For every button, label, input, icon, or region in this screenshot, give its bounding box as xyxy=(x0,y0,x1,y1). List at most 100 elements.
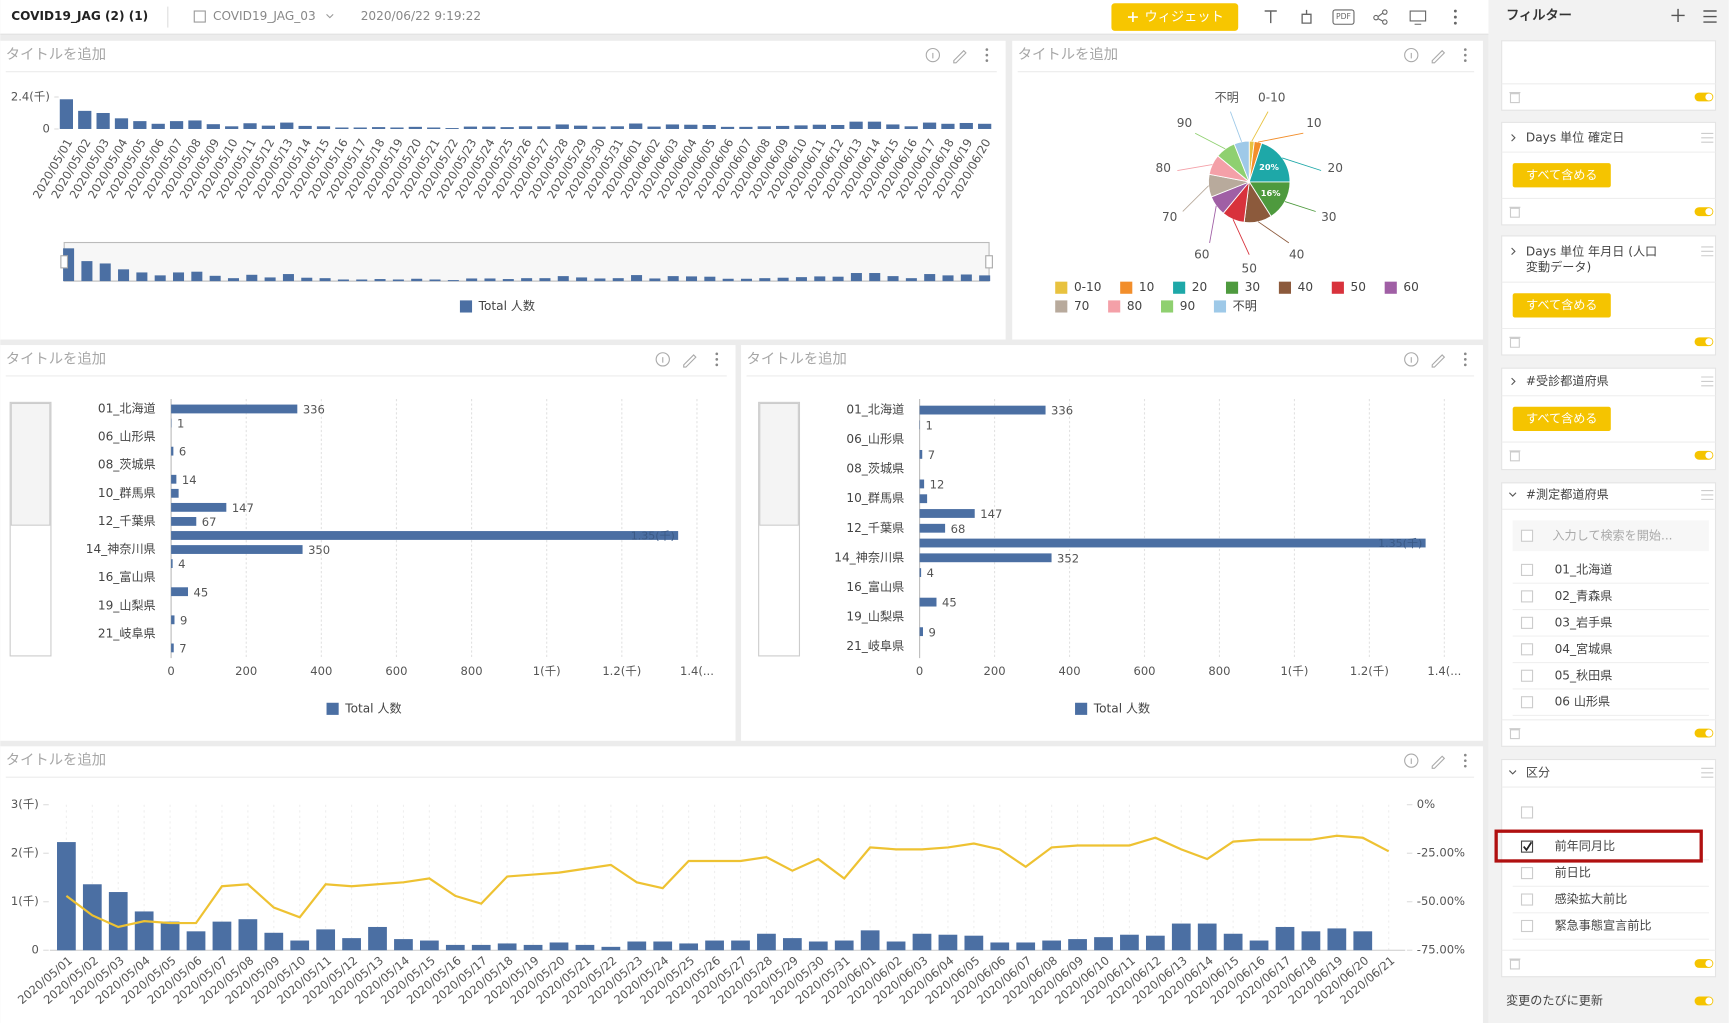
toggle-knob[interactable] xyxy=(1705,997,1713,1005)
pdf-icon[interactable] xyxy=(1332,9,1355,25)
delete-icon[interactable] xyxy=(1509,206,1521,218)
filter-item-label[interactable]: 感染拡大前比 xyxy=(1555,891,1628,906)
filter-item-label[interactable]: 02_青森県 xyxy=(1555,588,1613,603)
toggle-knob[interactable] xyxy=(1705,729,1713,737)
item-checkbox[interactable] xyxy=(1520,616,1534,629)
more-icon[interactable] xyxy=(1463,352,1467,356)
more-icon[interactable] xyxy=(1453,9,1457,25)
expand-chevron[interactable] xyxy=(1508,492,1517,497)
filter-item-label[interactable]: 前日比 xyxy=(1555,865,1591,880)
more-icon[interactable] xyxy=(985,59,989,62)
dataset-chevron[interactable] xyxy=(326,13,334,19)
expand-chevron[interactable] xyxy=(1511,134,1516,142)
info-icon[interactable] xyxy=(1404,753,1419,768)
search-placeholder[interactable]: 入力して検索を開始... xyxy=(1552,528,1672,542)
filter-item-label[interactable]: 緊急事態宣言前比 xyxy=(1555,917,1652,932)
more-icon[interactable] xyxy=(715,352,719,356)
more-icon[interactable] xyxy=(1463,753,1467,757)
navigator-handle[interactable] xyxy=(60,255,69,269)
pdf-label[interactable]: PDF xyxy=(1336,12,1351,21)
filter-item-label[interactable]: 01_北海道 xyxy=(1555,561,1613,576)
select-all-checkbox[interactable] xyxy=(1520,529,1534,542)
navigator-handle[interactable] xyxy=(985,255,993,269)
filter-item-label[interactable]: 06 山形県 xyxy=(1555,695,1611,709)
add-widget-button[interactable] xyxy=(1111,3,1239,31)
delete-icon[interactable] xyxy=(1509,958,1521,970)
more-icon[interactable] xyxy=(715,358,719,361)
more-icon[interactable] xyxy=(1463,363,1467,367)
widget-title[interactable]: タイトルを追加 xyxy=(6,350,106,367)
edit-icon[interactable] xyxy=(1431,49,1446,64)
edit-icon[interactable] xyxy=(953,49,967,64)
more-icon[interactable] xyxy=(715,363,719,367)
select-all-checkbox[interactable] xyxy=(1520,806,1534,819)
drag-handle[interactable] xyxy=(1701,490,1714,500)
item-checkbox[interactable] xyxy=(1520,696,1534,709)
scroll-window[interactable] xyxy=(10,402,51,526)
range-navigator[interactable] xyxy=(63,241,990,282)
item-checkbox[interactable] xyxy=(1520,867,1534,880)
scroll-window[interactable] xyxy=(759,402,799,526)
dataset-name[interactable]: COVID19_JAG_03 xyxy=(213,9,316,23)
item-checkbox[interactable] xyxy=(1520,563,1534,576)
more-icon[interactable] xyxy=(1463,53,1467,57)
filter-tool-icon[interactable] xyxy=(1301,9,1312,24)
more-icon[interactable] xyxy=(1463,48,1467,51)
filter-item-label[interactable]: 04_宮城県 xyxy=(1555,641,1613,656)
more-icon[interactable] xyxy=(1463,358,1467,361)
toggle-knob[interactable] xyxy=(1705,451,1713,459)
filter-section-title[interactable]: Days 単位 年月日 (人口変動データ) xyxy=(1526,243,1657,273)
edit-icon[interactable] xyxy=(683,354,697,368)
expand-chevron[interactable] xyxy=(1511,247,1516,256)
more-icon[interactable] xyxy=(1463,759,1467,762)
present-icon[interactable] xyxy=(1409,10,1427,25)
edit-icon[interactable] xyxy=(1431,755,1446,769)
info-icon[interactable] xyxy=(1404,352,1419,367)
widget-title[interactable]: タイトルを追加 xyxy=(747,350,847,367)
more-icon[interactable] xyxy=(1463,59,1467,62)
item-checkbox[interactable] xyxy=(1520,590,1534,603)
filter-section-title[interactable]: Days 単位 確定日 xyxy=(1526,129,1624,144)
add-widget-label[interactable]: ウィジェット xyxy=(1145,9,1224,25)
item-checkbox[interactable] xyxy=(1520,919,1534,933)
delete-icon[interactable] xyxy=(1509,92,1521,104)
filter-section-title[interactable]: #受診都道府県 xyxy=(1526,373,1609,388)
filter-item-label[interactable]: 05_秋田県 xyxy=(1555,668,1613,682)
toggle-knob[interactable] xyxy=(1705,959,1713,967)
search-box[interactable] xyxy=(1512,520,1709,552)
share-icon[interactable] xyxy=(1373,9,1388,25)
widget-title[interactable]: タイトルを追加 xyxy=(1018,46,1118,63)
include-all-button[interactable] xyxy=(1512,163,1611,188)
filter-item-label[interactable]: 前年同月比 xyxy=(1555,838,1616,853)
text-tool-icon[interactable] xyxy=(1264,10,1277,24)
drag-handle[interactable] xyxy=(1701,132,1714,143)
item-checkbox[interactable] xyxy=(1520,840,1534,853)
filter-item-label[interactable]: 03_岩手県 xyxy=(1555,614,1613,629)
info-icon[interactable] xyxy=(925,47,941,63)
include-all-label[interactable]: すべて含める xyxy=(1526,297,1597,312)
info-icon[interactable] xyxy=(655,352,670,367)
more-icon[interactable] xyxy=(985,53,989,57)
filter-menu-icon[interactable] xyxy=(1703,10,1717,23)
edit-icon[interactable] xyxy=(1431,354,1446,368)
include-all-label[interactable]: すべて含める xyxy=(1526,167,1597,182)
delete-icon[interactable] xyxy=(1509,336,1521,348)
delete-icon[interactable] xyxy=(1509,728,1521,740)
drag-handle[interactable] xyxy=(1701,246,1714,257)
expand-chevron[interactable] xyxy=(1511,377,1516,386)
more-icon[interactable] xyxy=(1463,764,1467,768)
include-all-label[interactable]: すべて含める xyxy=(1526,410,1597,425)
include-all-button[interactable] xyxy=(1512,293,1611,318)
item-checkbox[interactable] xyxy=(1520,669,1534,682)
delete-icon[interactable] xyxy=(1509,450,1521,462)
info-icon[interactable] xyxy=(1404,47,1419,63)
filter-section-title[interactable]: 区分 xyxy=(1526,765,1550,779)
add-filter-icon[interactable] xyxy=(1671,8,1685,23)
toggle-knob[interactable] xyxy=(1705,338,1713,346)
widget-title[interactable]: タイトルを追加 xyxy=(6,46,106,63)
item-checkbox[interactable] xyxy=(1520,643,1534,656)
filter-section-title[interactable]: #測定都道府県 xyxy=(1526,486,1609,501)
widget-title[interactable]: タイトルを追加 xyxy=(6,752,106,769)
include-all-button[interactable] xyxy=(1512,406,1611,432)
more-icon[interactable] xyxy=(985,48,989,51)
